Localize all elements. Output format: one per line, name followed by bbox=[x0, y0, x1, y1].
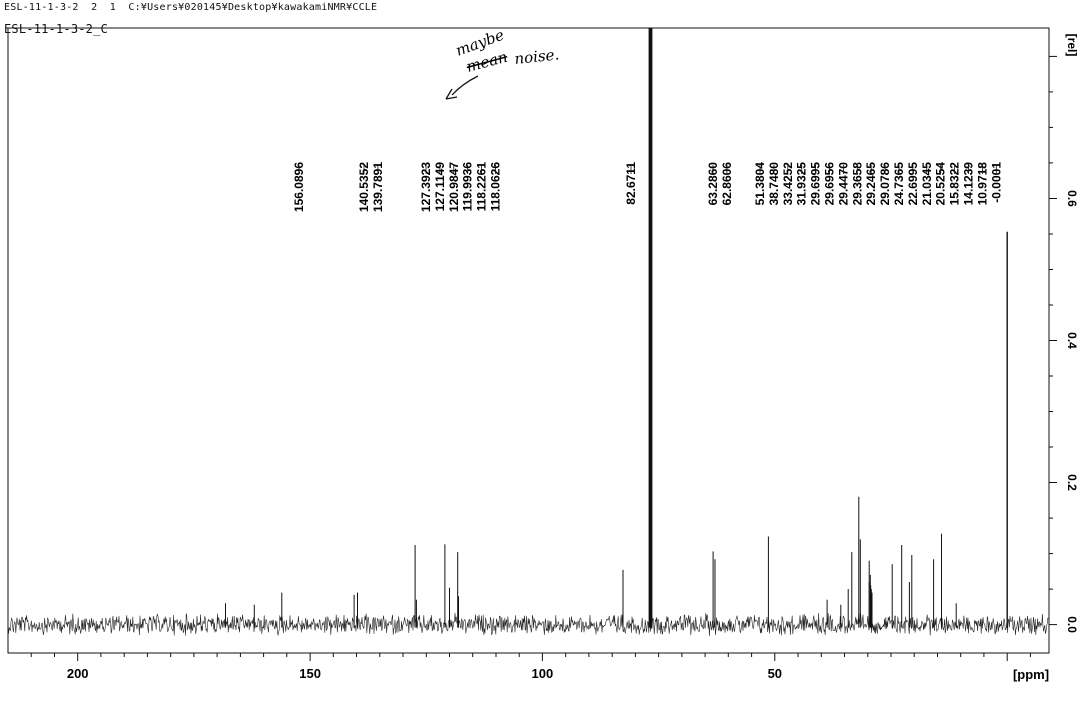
plot-border bbox=[7, 27, 1050, 654]
peak-label: 15.8322 bbox=[948, 162, 962, 206]
peak-label: 29.6995 bbox=[809, 162, 823, 206]
handwritten-arrow bbox=[451, 75, 479, 96]
noise-trace bbox=[7, 612, 1049, 637]
y-tick-label: 0.4 bbox=[1065, 332, 1079, 349]
y-axis: 0.0 0.2 0.4 0.6 [rel] bbox=[1049, 34, 1079, 633]
peak-label: 29.4470 bbox=[836, 162, 850, 206]
peak-label: 22.6995 bbox=[906, 162, 920, 206]
y-tick-label: 0.2 bbox=[1065, 474, 1079, 491]
peak-label: 119.9936 bbox=[461, 162, 475, 212]
handwritten-noise: noise. bbox=[514, 45, 560, 68]
peak-label: 63.2860 bbox=[706, 162, 720, 206]
peak-label: 118.0626 bbox=[489, 162, 503, 212]
y-tick-label: 0.0 bbox=[1065, 616, 1079, 633]
peak-label: 140.5352 bbox=[357, 162, 371, 212]
peak-label: 21.0345 bbox=[920, 162, 934, 206]
peak-label: 38.7480 bbox=[767, 162, 781, 206]
handwritten-annotation: maybe mean noise. bbox=[445, 26, 560, 100]
peak-label: 29.2465 bbox=[864, 162, 878, 206]
peak-label: 20.5254 bbox=[934, 162, 948, 206]
peak-label: 29.3658 bbox=[850, 162, 864, 206]
x-axis-unit: [ppm] bbox=[1013, 667, 1049, 682]
x-tick-label: 50 bbox=[768, 666, 782, 681]
handwritten-arrowhead bbox=[445, 88, 458, 100]
peak-label: 156.0896 bbox=[292, 162, 306, 212]
peak-label: 82.6711 bbox=[624, 162, 638, 205]
plot-frame bbox=[7, 27, 1050, 654]
peak-label: 127.1149 bbox=[433, 162, 447, 212]
y-axis-unit: [rel] bbox=[1065, 34, 1079, 57]
peak-label: -0.0001 bbox=[989, 162, 1003, 203]
peak-label: 14.1239 bbox=[962, 162, 976, 206]
x-tick-label: 150 bbox=[299, 666, 321, 681]
peak-label: 24.7365 bbox=[892, 162, 906, 206]
peak-label: 33.4252 bbox=[781, 162, 795, 206]
x-tick-label: 100 bbox=[532, 666, 554, 681]
spectrum-peaks bbox=[225, 28, 1008, 628]
file-path-header: ESL-11-1-3-2 2 1 C:¥Users¥020145¥Desktop… bbox=[4, 2, 378, 13]
baseline-noise bbox=[7, 612, 1049, 637]
peak-label-group: 156.0896 140.5352 139.7891 127.3923 127.1149… bbox=[292, 162, 1003, 212]
peak-label: 62.8606 bbox=[720, 162, 734, 206]
sample-name: ESL-11-1-3-2_C bbox=[4, 22, 108, 36]
peak-label: 10.9718 bbox=[975, 162, 989, 206]
x-tick-label: 200 bbox=[67, 666, 89, 681]
peak-label: 120.9847 bbox=[447, 162, 461, 212]
y-tick-label: 0.6 bbox=[1065, 190, 1079, 207]
peak-label: 139.7891 bbox=[371, 162, 385, 212]
peak-label: 31.9325 bbox=[795, 162, 809, 206]
peak-label: 118.2261 bbox=[475, 162, 489, 212]
peak-label: 51.3804 bbox=[753, 162, 767, 206]
peak-label: 29.6956 bbox=[823, 162, 837, 206]
peak-label: 29.0786 bbox=[878, 162, 892, 206]
x-axis: 200 150 100 50 [ppm] bbox=[30, 653, 1049, 682]
peak-label: 127.3923 bbox=[419, 162, 433, 212]
